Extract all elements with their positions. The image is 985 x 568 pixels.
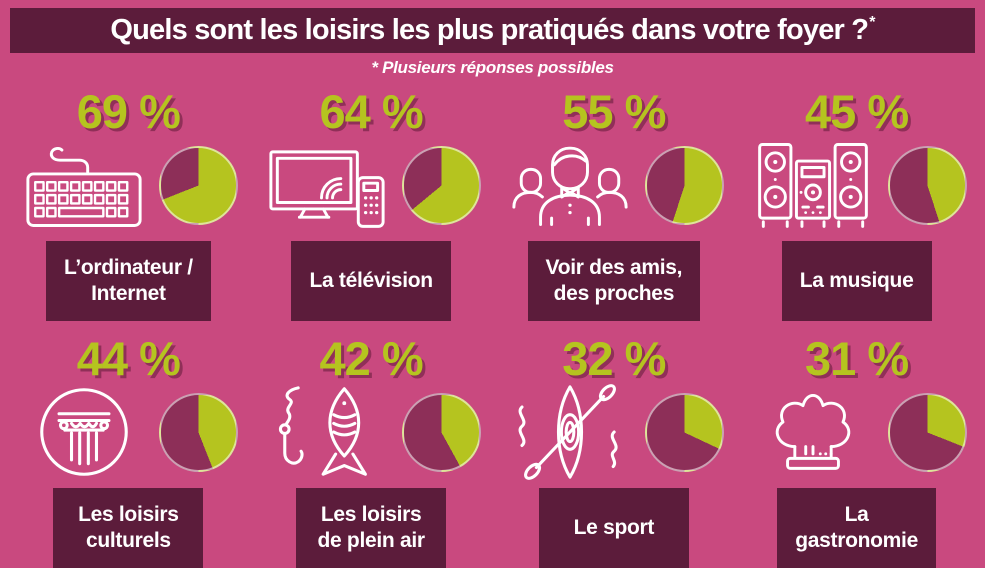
fishing-icon [261,384,393,480]
page-title: Quels sont les loisirs les plus pratiqué… [110,14,875,46]
leisure-card: 55 % Voir des amis, des proches [496,86,733,321]
pie-chart [644,145,724,225]
icon-and-pie-row [504,384,724,480]
percentage-value: 32 % [562,331,666,385]
keyboard-icon [18,139,150,231]
category-label: La musique [781,241,932,321]
leisure-card: 44 % Les loisirs culturels [10,333,247,568]
subtitle-note: * Plusieurs réponses possibles [371,58,614,77]
title-asterisk: * [869,14,875,31]
category-label: La gastronomie [777,488,936,568]
icon-and-pie-row [261,138,482,232]
title-bar: Quels sont les loisirs les plus pratiqué… [10,8,975,53]
category-label: Le sport [538,488,689,568]
leisure-card: 69 % L’ordinateur / Internet [10,86,247,321]
pie-chart [159,392,239,472]
icon-and-pie-row [504,138,724,232]
icon-and-pie-row [261,384,482,480]
leisure-card: 42 % Les loisirs de plein air [253,333,490,568]
leisure-card: 45 % La musique [738,86,975,321]
icon-and-pie-row [18,384,239,480]
percentage-value: 42 % [319,331,424,385]
category-label: Les loisirs culturels [53,488,204,568]
friends-icon [504,139,636,231]
percentage-value: 44 % [76,331,181,385]
leisure-card: 64 % La télévision [253,86,490,321]
pie-chart [887,392,967,472]
pie-chart [402,145,482,225]
leisure-card: 32 % Le sport [496,333,733,568]
leisure-grid: 69 % L’ordinateur / Internet 64 % La télévis… [0,86,985,568]
category-label: Les loisirs de plein air [296,488,447,568]
pie-chart [644,392,724,472]
icon-and-pie-row [18,138,239,232]
pie-chart [887,145,967,225]
pie-chart [402,392,482,472]
percentage-value: 55 % [562,84,666,138]
category-label: L’ordinateur / Internet [45,241,211,321]
stereo-icon [747,139,879,231]
tv-remote-icon [261,139,393,231]
percentage-value: 69 % [76,84,181,138]
column-icon [18,384,150,480]
percentage-value: 31 % [805,331,909,385]
category-label: Voir des amis, des proches [527,241,701,321]
pie-chart [159,145,239,225]
kayak-icon [504,384,636,480]
percentage-value: 64 % [319,84,424,138]
percentage-value: 45 % [805,84,909,138]
leisure-card: 31 % La gastronomie [738,333,975,568]
icon-and-pie-row [747,385,967,479]
icon-and-pie-row [747,138,967,232]
chef-hat-icon [747,384,879,480]
category-label: La télévision [291,241,451,321]
